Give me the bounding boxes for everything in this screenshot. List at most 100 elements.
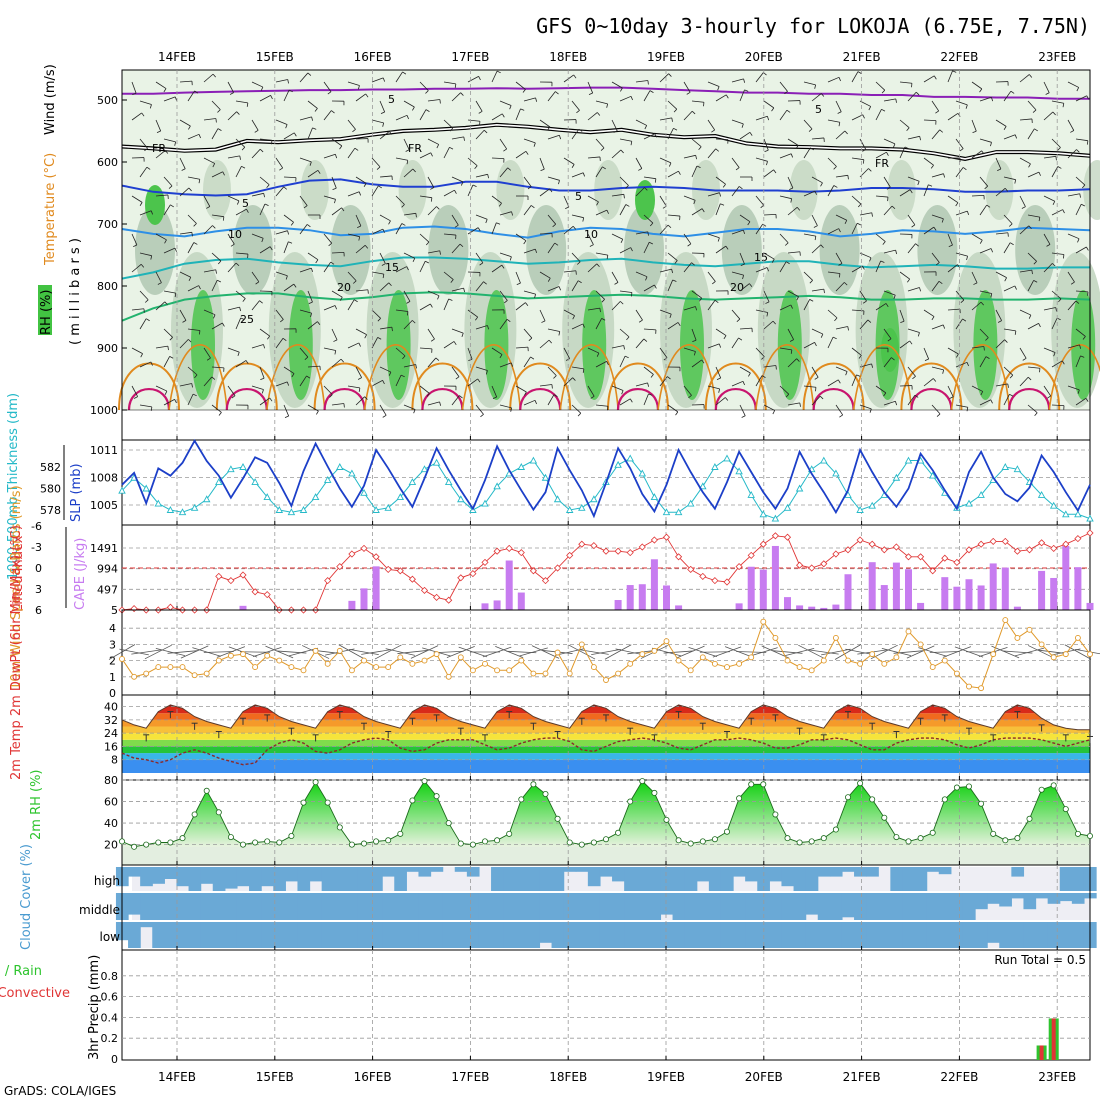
rh2m-point [772,811,779,818]
cloud-low-cell [1059,922,1073,948]
wind-barb [347,191,360,197]
wind-barb [395,374,402,387]
wind-barb-flag [259,148,264,153]
wind10m-barb [180,645,209,659]
wind-barb-flag [559,135,562,140]
wind-barb [443,233,456,236]
wind-barb [595,318,602,330]
wind-barb [347,299,355,311]
wind-barb [971,271,978,284]
cloud-middle-cell [212,893,226,920]
cloud-high-cell [176,867,190,887]
wind-barb [499,138,508,150]
cape-bar [481,603,489,610]
wind-barb [379,131,390,140]
wind-barb-flag [596,263,600,268]
wind-barb [707,192,720,197]
wind-barb-flag [527,186,532,190]
wind-barb [235,208,247,216]
cloud-middle-cell [926,893,940,920]
rh2m-point [736,795,743,802]
wind-barb [931,129,941,140]
wind-barb [419,385,430,394]
wind-barb [227,155,240,159]
wind-barb [955,361,968,368]
cape-bar [820,607,828,610]
wind10m-point [905,628,912,635]
wind-barb [955,252,968,257]
wind-barb-flag [960,299,965,303]
cloud-low-cell [854,922,867,948]
wind-barb-flag [1004,188,1009,192]
thickness-axis-label: 1000-500mb Thickness (dm) [6,393,21,580]
wind-barb [283,366,295,374]
wind-barb-flag [596,352,600,357]
wind-barb-flag [582,323,585,328]
wind-barb [395,266,407,273]
thickness-point [263,493,271,501]
wind-barb-flag [784,242,789,246]
wind-barb-flag [357,225,362,228]
wind-barb [635,80,648,83]
wind-barb [715,203,721,216]
lifted-index-point [638,543,646,551]
wind-barb [643,366,654,375]
wind-barb [715,397,726,406]
cloud-low-cell [733,922,746,948]
wind10m-point [215,657,222,664]
wind-barb [875,195,888,198]
wind-barb-flag [571,164,575,168]
rh2m-point [397,830,404,837]
wind-barb-flag [749,132,753,136]
wind-barb-flag [132,92,137,96]
wind-barb-flag [736,318,741,322]
wind-barb-flag [673,108,678,113]
cloud-low-cell [140,922,153,928]
rh2m-point [409,797,416,804]
wind10m-barb [531,645,560,659]
wind-barb-flag [547,126,551,131]
wind-barb [491,157,505,160]
wind-barb [827,157,837,167]
cloud-low-cell [696,922,710,948]
wind-barb-flag [1038,171,1041,176]
wind-barb-flag [735,167,740,171]
wind-barb-flag [844,282,848,286]
wind-barb [451,176,464,183]
wind-barb-flag [1003,126,1007,130]
wind-barb [827,379,839,387]
wind-barb [251,148,261,159]
wind-barb-flag [327,91,332,95]
wind10m-barb [712,646,742,658]
cloud-middle-cell [140,893,153,920]
wind-barb-flag [163,88,167,93]
wind-barb [227,306,240,311]
lifted-index-point [251,588,259,596]
wind-barb-flag [915,91,920,96]
rh2m-point [590,839,597,846]
rh2m-point [893,834,900,841]
wind-barb [883,290,896,296]
wind-barb [587,156,600,159]
wind-barb [451,287,464,292]
wind-barb [331,176,337,189]
wind-barb [995,187,1006,197]
wind-barb [595,404,608,407]
thickness-point [590,495,598,503]
wind-barb [355,366,362,378]
cape-bar [965,579,973,610]
slp-tick-label: 1008 [90,472,118,485]
wind-barb-flag [499,354,503,359]
wind-barb-flag [943,173,946,178]
wind-barb-flag [329,394,333,398]
wind-barb-flag [1033,280,1038,283]
wind-barb [443,119,454,129]
cloud-low-cell [563,922,577,948]
wind-barb-flag [885,303,889,308]
wind-barb-flag [144,148,148,152]
date-label-bottom: 23FEB [1038,1070,1076,1084]
wind-barb-flag [747,221,751,226]
wind-barb [931,252,940,263]
wind-barb [587,112,598,121]
cloud-middle-cell [261,893,274,920]
